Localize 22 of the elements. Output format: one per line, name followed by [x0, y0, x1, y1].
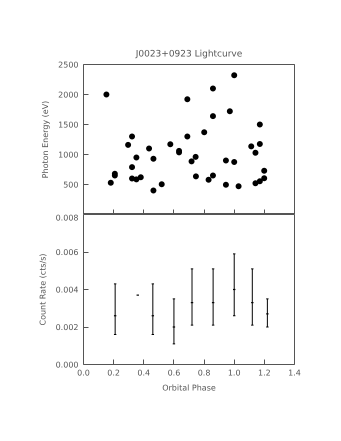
- x-tick-label: 1.4: [288, 368, 301, 378]
- y-tick-label: 500: [63, 180, 79, 190]
- y-tick-label: 2500: [58, 60, 78, 70]
- y-tick-label: 0.004: [56, 286, 79, 294]
- x-tick-label: 0.2: [107, 368, 120, 378]
- y-tick-label: 0.002: [56, 323, 79, 332]
- y-axis-title: Count Rate (cts/s): [38, 254, 48, 326]
- y-tick-label: 2000: [58, 90, 78, 100]
- x-tick-label: 0.8: [198, 368, 210, 378]
- y-tick-label: 0.006: [56, 248, 79, 257]
- x-axis-title: Orbital Phase: [162, 384, 216, 392]
- y-tick-label: 0.008: [56, 214, 79, 222]
- x-tick-label: 1.2: [258, 368, 271, 378]
- x-tick-label: 0.4: [137, 368, 150, 378]
- x-tick-label: 0.6: [168, 368, 180, 378]
- x-tick-label: 0.0: [77, 368, 90, 378]
- x-tick-label: 1.0: [228, 368, 241, 378]
- y-tick-label: 1500: [58, 120, 78, 130]
- y-tick-label: 1000: [58, 150, 78, 160]
- y-axis-title: Photon Energy (eV): [41, 100, 50, 178]
- y-tick-label: 0.000: [56, 360, 79, 370]
- chart-title: J0023+0923 Lightcurve: [134, 50, 243, 60]
